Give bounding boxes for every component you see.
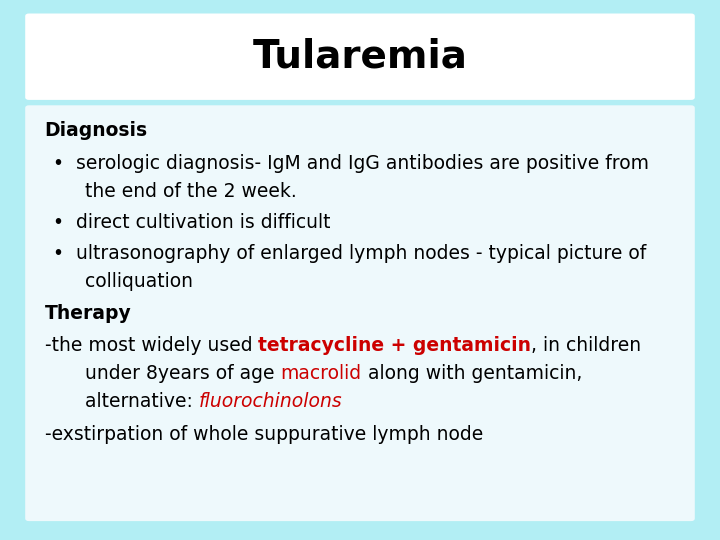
Text: tetracycline + gentamicin: tetracycline + gentamicin [258, 336, 531, 355]
Text: ultrasonography of enlarged lymph nodes - typical picture of: ultrasonography of enlarged lymph nodes … [76, 244, 646, 262]
Text: -exstirpation of whole suppurative lymph node: -exstirpation of whole suppurative lymph… [45, 425, 483, 444]
Text: serologic diagnosis- IgM and IgG antibodies are positive from: serologic diagnosis- IgM and IgG antibod… [76, 154, 649, 173]
Text: colliquation: colliquation [85, 272, 193, 291]
Text: direct cultivation is difficult: direct cultivation is difficult [76, 213, 330, 232]
Text: the end of the 2 week.: the end of the 2 week. [85, 182, 297, 201]
Text: alternative:: alternative: [85, 393, 199, 411]
Text: along with gentamicin,: along with gentamicin, [361, 364, 582, 383]
FancyBboxPatch shape [25, 14, 695, 100]
Text: •: • [52, 244, 63, 262]
Text: fluorochinolons: fluorochinolons [199, 393, 343, 411]
Text: Tularemia: Tularemia [253, 38, 467, 76]
Text: •: • [52, 213, 63, 232]
Text: Diagnosis: Diagnosis [45, 122, 148, 140]
Text: -the most widely used: -the most widely used [45, 336, 258, 355]
FancyBboxPatch shape [25, 105, 695, 521]
Text: under 8years of age: under 8years of age [85, 364, 281, 383]
Text: •: • [52, 154, 63, 173]
Text: Therapy: Therapy [45, 304, 131, 323]
Text: , in children: , in children [531, 336, 642, 355]
Text: macrolid: macrolid [281, 364, 361, 383]
